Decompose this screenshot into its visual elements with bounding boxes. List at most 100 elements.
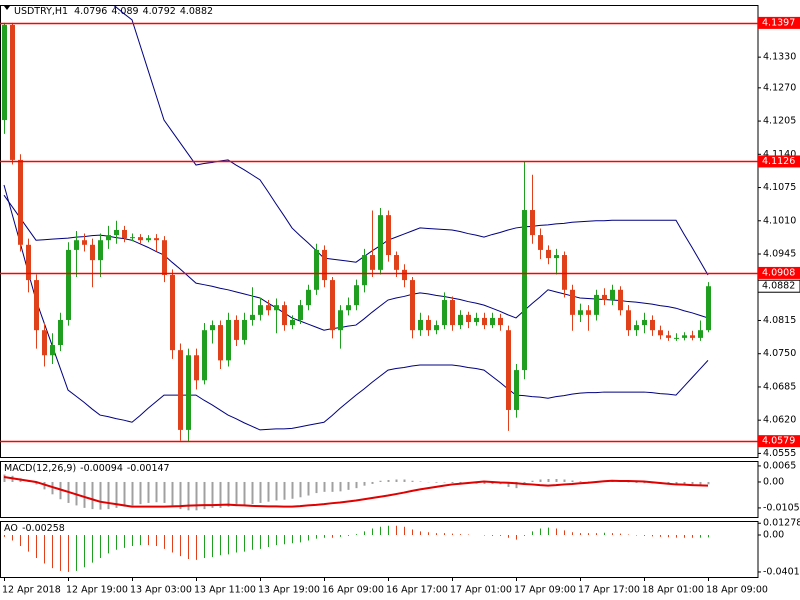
candle-body: [130, 237, 135, 239]
level-label: 4.1126: [762, 156, 795, 167]
x-tick-label: 17 Apr 01:00: [450, 585, 512, 596]
candle-body: [26, 244, 31, 281]
candle-body: [178, 350, 183, 430]
candle-body: [394, 255, 399, 270]
candle-body: [362, 255, 367, 286]
candle-body: [650, 319, 655, 331]
panel-frame: [0, 5, 759, 458]
candle-body: [58, 319, 63, 346]
y-tick-label: 4.1075: [763, 182, 796, 193]
candle-body: [18, 159, 23, 245]
y-tick-label: 4.1270: [763, 82, 796, 93]
candle-body: [154, 238, 159, 241]
candle-body: [290, 319, 295, 326]
candle-body: [10, 24, 15, 160]
candle-body: [586, 310, 591, 315]
candle-body: [274, 305, 279, 311]
candle-body: [50, 345, 55, 356]
candle-body: [242, 319, 247, 340]
y-tick-label: 4.0945: [763, 249, 796, 260]
candle-body: [450, 300, 455, 326]
candle-body: [426, 319, 431, 331]
candle-body: [82, 240, 87, 245]
x-tick-label: 13 Apr 19:00: [258, 585, 320, 596]
candle-body: [506, 330, 511, 410]
candle-body: [330, 280, 335, 331]
panel: [4, 525, 709, 572]
candle-body: [402, 269, 407, 281]
candle-body: [266, 305, 271, 311]
level-label-box: [758, 266, 800, 279]
candle-body: [666, 335, 671, 338]
candle-body: [466, 314, 471, 323]
candle-body: [530, 210, 535, 236]
macd-value: -0.00094: [80, 463, 123, 474]
candle-body: [378, 215, 383, 270]
candle-body: [370, 255, 375, 270]
candle-body: [658, 330, 663, 336]
candle-body: [690, 335, 695, 338]
candle-body: [234, 319, 239, 340]
y-tick-label: 4.1140: [763, 149, 796, 160]
ao-value: -0.00258: [22, 523, 65, 534]
candle-body: [66, 249, 71, 320]
candle-body: [74, 240, 79, 250]
level-label: 4.0579: [762, 436, 795, 447]
candle-body: [226, 319, 231, 361]
candle-body: [546, 249, 551, 259]
candle-body: [554, 255, 559, 259]
bollinger-lower: [3, 184, 709, 431]
candle-body: [2, 24, 7, 121]
candle-body: [314, 249, 319, 290]
candle-body: [490, 317, 495, 326]
indicator-title: AO -0.00258: [4, 523, 65, 534]
candle-body: [90, 244, 95, 261]
y-tick-label: 4.0555: [763, 448, 796, 459]
candle-body: [698, 330, 703, 338]
x-tick-label: 16 Apr 09:00: [322, 585, 384, 596]
candle-body: [626, 310, 631, 331]
x-tick-label: 13 Apr 03:00: [130, 585, 192, 596]
panel: [2, 5, 711, 442]
candle-body: [34, 280, 39, 331]
x-tick-label: 17 Apr 09:00: [514, 585, 576, 596]
candle-body: [618, 289, 623, 311]
candle-body: [146, 238, 151, 241]
candle-body: [498, 317, 503, 326]
y-tick-label: 4.0750: [763, 348, 796, 359]
collapse-icon: [4, 6, 10, 10]
candle-body: [186, 355, 191, 430]
y-tick-label: 4.0685: [763, 381, 796, 392]
candle-body: [258, 305, 263, 315]
candle-body: [122, 229, 127, 239]
last-open: 4.0796: [74, 6, 107, 17]
y-tick-label: 0.00: [763, 530, 784, 541]
candle-body: [570, 289, 575, 315]
candle-body: [98, 240, 103, 261]
last-close: 4.0882: [180, 6, 213, 17]
panel-frame: [0, 461, 759, 518]
y-tick-label: 4.0620: [763, 415, 796, 426]
y-tick-label: 4.1205: [763, 116, 796, 127]
candle-body: [482, 317, 487, 326]
candle-body: [354, 285, 359, 306]
price-label: 4.0882: [762, 281, 795, 292]
x-tick-label: 18 Apr 01:00: [642, 585, 704, 596]
candle-body: [218, 325, 223, 361]
candle-body: [522, 210, 527, 371]
candle-body: [106, 235, 111, 241]
y-tick-label: -0.04014: [763, 566, 800, 577]
y-tick-label: 0.01278: [763, 518, 800, 529]
candle-body: [410, 280, 415, 331]
price-label-box: [757, 279, 800, 293]
signal-value: -0.00147: [127, 463, 170, 474]
level-label: 4.1397: [762, 17, 795, 28]
candle-body: [298, 305, 303, 320]
y-tick-label: 0.0065: [763, 460, 796, 471]
candle-body: [578, 310, 583, 315]
candle-body: [642, 319, 647, 326]
candle-body: [458, 314, 463, 326]
panel: [3, 474, 710, 511]
candle-body: [114, 229, 119, 236]
